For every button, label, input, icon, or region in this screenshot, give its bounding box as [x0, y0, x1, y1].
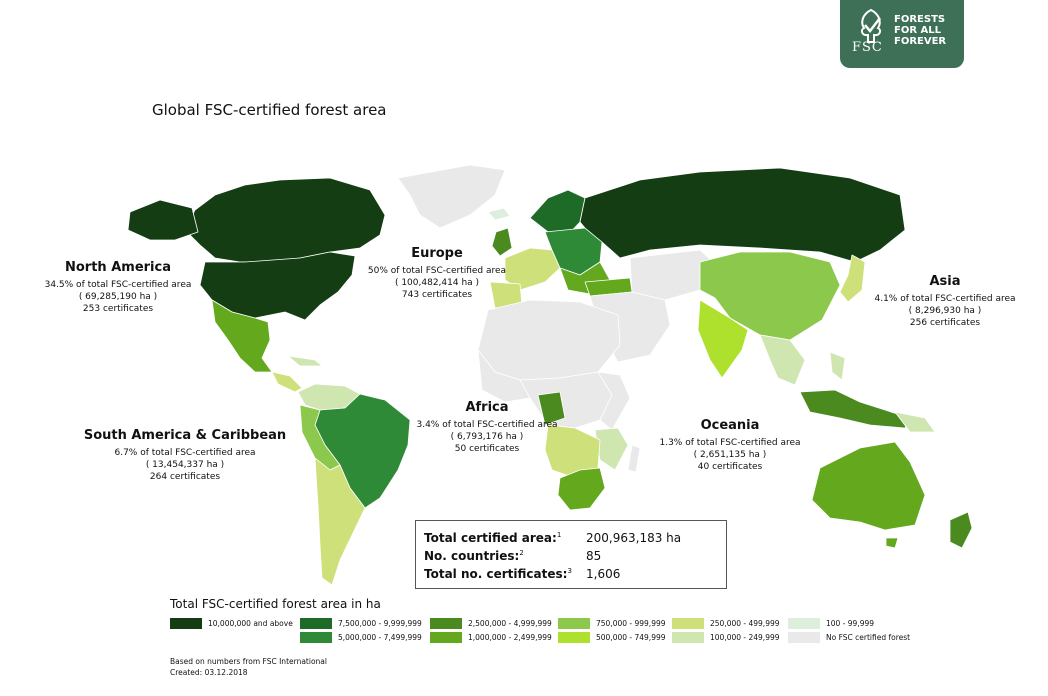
region-share: 4.1% of total FSC-certified area: [874, 294, 1016, 304]
region-oceania: Oceania 1.3% of total FSC-certified area…: [648, 418, 812, 473]
summary-row-total-area: Total certified area:1 200,963,183 ha: [424, 531, 682, 545]
region-area: ( 2,651,135 ha ): [693, 450, 767, 460]
new-zealand: [949, 511, 973, 549]
region-certificates: 743 certificates: [401, 290, 473, 300]
region-name: South America & Caribbean: [83, 428, 287, 443]
tree-check-icon: [860, 8, 882, 43]
india: [697, 299, 749, 379]
region-name: Oceania: [700, 418, 760, 433]
region-share: 3.4% of total FSC-certified area: [416, 420, 558, 430]
region-area: ( 100,482,414 ha ): [394, 278, 480, 288]
legend-swatch: [672, 632, 704, 643]
region-certificates: 40 certificates: [697, 462, 763, 472]
legend-swatch: [300, 632, 332, 643]
argentina-chile: [314, 457, 366, 586]
summary-box: Total certified area:1 200,963,183 ha No…: [415, 520, 727, 589]
legend-swatch: [300, 618, 332, 629]
legend-swatch: [788, 632, 820, 643]
central-america: [271, 371, 303, 393]
region-certificates: 256 certificates: [909, 318, 981, 328]
region-share: 6.7% of total FSC-certified area: [114, 448, 256, 458]
philippines: [829, 351, 846, 381]
alaska: [127, 199, 199, 241]
region-europe: Europe 50% of total FSC-certified area (…: [352, 246, 522, 301]
region-share: 50% of total FSC-certified area: [367, 266, 507, 276]
region-certificates: 50 certificates: [454, 444, 520, 454]
japan-korea: [839, 254, 866, 303]
region-area: ( 13,454,337 ha ): [145, 460, 225, 470]
legend-title: Total FSC-certified forest area in ha: [170, 597, 381, 611]
region-area: ( 69,285,190 ha ): [78, 292, 158, 302]
uk-ireland: [491, 227, 513, 257]
southeast-asia: [759, 334, 806, 386]
iceland: [487, 207, 511, 221]
region-name: Europe: [411, 246, 463, 261]
indonesia: [799, 389, 911, 429]
north-africa: [477, 299, 621, 381]
legend-swatch: [430, 618, 462, 629]
region-certificates: 264 certificates: [149, 472, 221, 482]
madagascar: [627, 444, 641, 473]
legend-swatch: [430, 632, 462, 643]
region-certificates: 253 certificates: [82, 304, 154, 314]
region-area: ( 8,296,930 ha ): [908, 306, 982, 316]
region-area: ( 6,793,176 ha ): [450, 432, 524, 442]
region-name: Africa: [465, 400, 509, 415]
region-name: Asia: [929, 274, 961, 289]
region-share: 1.3% of total FSC-certified area: [659, 438, 801, 448]
legend-swatch: [170, 618, 202, 629]
region-north-america: North America 34.5% of total FSC-certifi…: [28, 260, 208, 315]
fsc-wordmark: FSC: [852, 40, 883, 55]
source-note: Based on numbers from FSC International: [170, 657, 327, 666]
created-date: Created: 03.12.2018: [170, 668, 248, 677]
fsc-tagline: FORESTS FOR ALL FOREVER: [894, 14, 947, 47]
legend-swatch: [788, 618, 820, 629]
legend-swatch: [672, 618, 704, 629]
south-africa: [557, 467, 606, 511]
caribbean: [287, 355, 323, 367]
region-south-america-caribbean: South America & Caribbean 6.7% of total …: [72, 428, 298, 483]
footer-note: Based on numbers from FSC International …: [170, 656, 327, 678]
congo-gabon: [537, 391, 566, 426]
legend-swatch: [558, 618, 590, 629]
greenland: [397, 164, 506, 229]
australia: [811, 441, 926, 531]
region-name: North America: [65, 260, 171, 275]
tasmania: [885, 537, 899, 549]
region-asia: Asia 4.1% of total FSC-certified area ( …: [860, 274, 1030, 329]
tanzania-mozambique: [594, 427, 629, 471]
china: [699, 251, 841, 341]
summary-row-certificates: Total no. certificates:3 1,606: [424, 567, 621, 581]
summary-row-countries: No. countries:2 85: [424, 549, 602, 563]
western-europe: [504, 247, 561, 291]
region-africa: Africa 3.4% of total FSC-certified area …: [402, 400, 572, 455]
canada: [184, 177, 386, 263]
fsc-logo: FSC FORESTS FOR ALL FOREVER: [840, 0, 964, 68]
region-share: 34.5% of total FSC-certified area: [44, 280, 192, 290]
legend-swatch: [558, 632, 590, 643]
russia: [579, 167, 906, 263]
mexico: [211, 299, 273, 373]
papua: [894, 411, 936, 433]
map-title: Global FSC-certified forest area: [152, 101, 387, 119]
